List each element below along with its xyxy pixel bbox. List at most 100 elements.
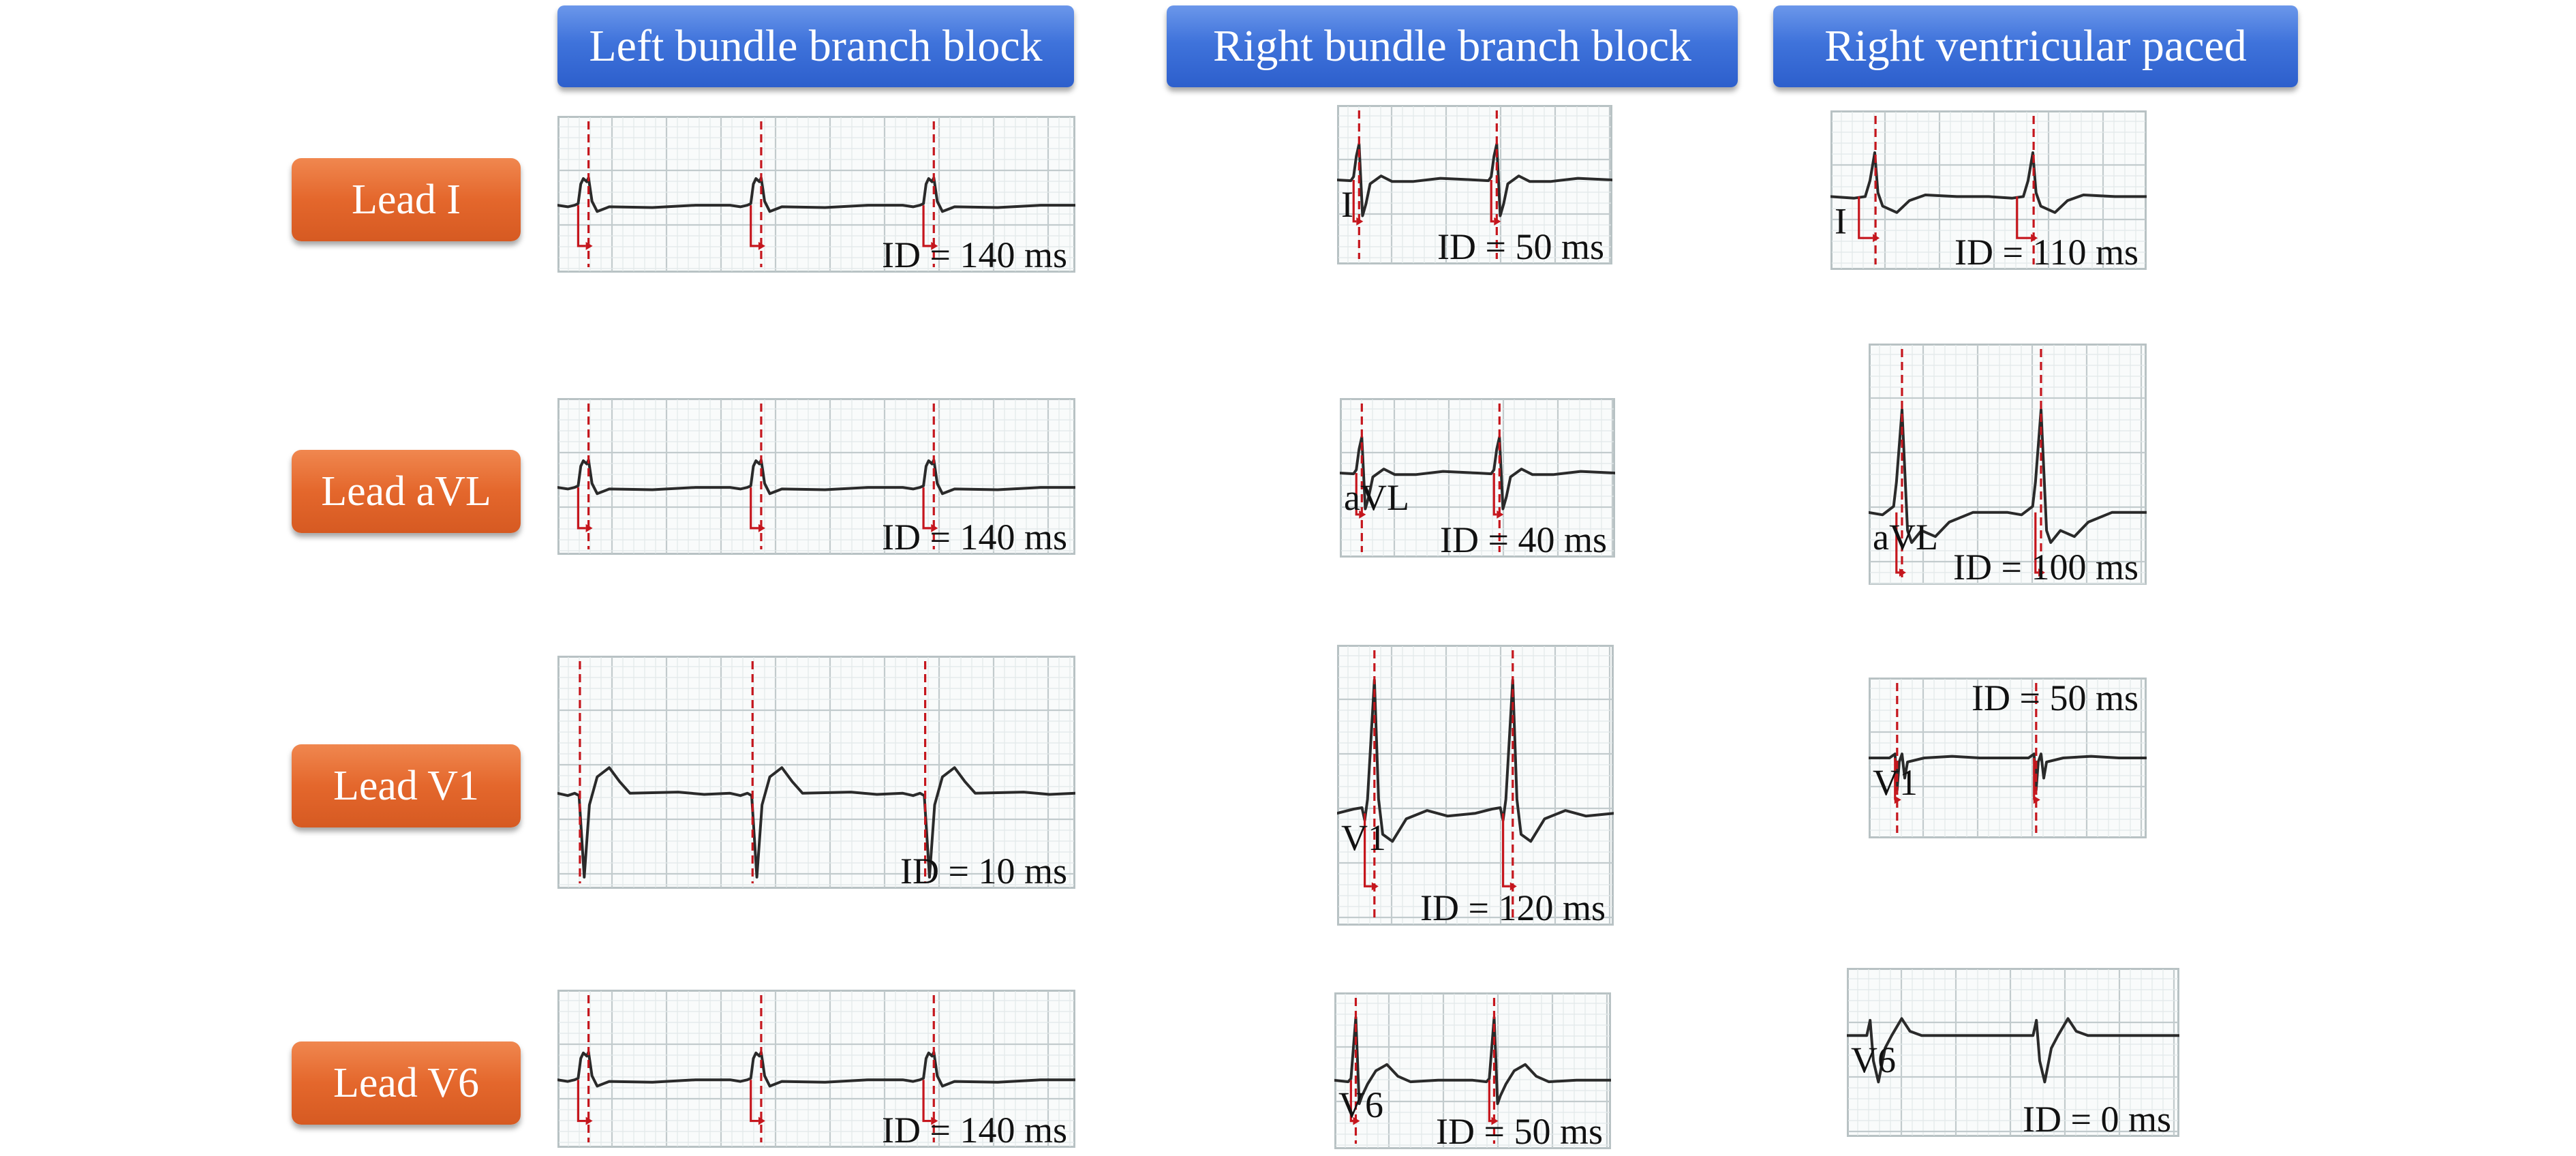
onset-bracket (1364, 813, 1372, 887)
ecg-trace (1869, 752, 2147, 792)
lead-name-label: V6 (1338, 1084, 1383, 1125)
onset-arrowhead (1497, 510, 1504, 519)
grid-background (1830, 110, 2147, 270)
onset-bracket (922, 1080, 932, 1123)
onset-arrowhead (1894, 795, 1901, 804)
ecg-strip-rbbb-lead-v6: V6 ID = 50 ms (1334, 992, 1611, 1149)
ecg-panel-rvp-lead-v1: V1 ID = 50 ms (1869, 678, 2147, 838)
onset-arrowhead (1899, 568, 1906, 577)
ecg-strip-rbbb-lead-v1: V1 ID = 120 ms (1337, 645, 1614, 926)
lead-label-v6: Lead V6 (292, 1041, 521, 1125)
grid-background (1337, 645, 1614, 926)
ecg-panel-rvp-lead-i: I ID = 110 ms (1830, 110, 2147, 270)
header-right-bundle-branch-block: Right bundle branch block (1167, 5, 1738, 87)
ecg-panel-rvp-lead-avl: aVL ID = 100 ms (1869, 344, 2147, 585)
onset-arrowhead (585, 523, 593, 532)
onset-arrowhead (2031, 234, 2038, 243)
intrinsicoid-deflection-label: ID = 10 ms (900, 851, 1067, 889)
lead-label-avl: Lead aVL (292, 450, 521, 533)
ecg-trace (1337, 678, 1614, 843)
ecg-strip-rvp-lead-i: I ID = 110 ms (1830, 110, 2147, 270)
onset-bracket (1895, 512, 1899, 574)
onset-bracket (1352, 179, 1357, 223)
ecg-trace (557, 766, 1075, 879)
intrinsicoid-deflection-label: ID = 120 ms (1420, 887, 1606, 926)
lead-label-v1: Lead V1 (292, 744, 521, 827)
header-left-bundle-branch-block: Left bundle branch block (557, 5, 1074, 87)
onset-bracket (2016, 196, 2031, 239)
ecg-panel-lbbb-lead-i: ID = 140 ms (557, 116, 1075, 273)
ecg-strip-lbbb-lead-avl: ID = 140 ms (557, 398, 1075, 555)
intrinsicoid-deflection-label: ID = 50 ms (1437, 226, 1604, 264)
onset-arrowhead (931, 1116, 938, 1125)
onset-bracket (750, 1080, 758, 1123)
onset-arrowhead (2033, 795, 2040, 804)
onset-bracket (1488, 1080, 1492, 1123)
ecg-strip-lbbb-lead-v6: ID = 140 ms (557, 990, 1075, 1148)
lead-name-label: I (1835, 200, 1847, 241)
grid-background (1869, 344, 2147, 585)
lead-name-label: V1 (1873, 762, 1918, 803)
intrinsicoid-deflection-label: ID = 100 ms (1953, 547, 2138, 585)
ecg-panel-rvp-lead-v6: V6 ID = 0 ms (1847, 968, 2179, 1137)
intrinsicoid-deflection-label: ID = 140 ms (882, 234, 1067, 273)
onset-bracket (1502, 813, 1510, 887)
onset-arrowhead (758, 523, 765, 532)
intrinsicoid-deflection-label: ID = 0 ms (2023, 1099, 2171, 1137)
grid-background (1847, 968, 2179, 1137)
intrinsicoid-deflection-label: ID = 140 ms (882, 517, 1067, 555)
lead-name-label: I (1341, 184, 1353, 225)
onset-bracket (922, 205, 932, 247)
onset-arrowhead (585, 241, 593, 250)
intrinsicoid-deflection-label: ID = 40 ms (1440, 519, 1607, 558)
onset-bracket (577, 487, 586, 530)
onset-bracket (1349, 1080, 1353, 1123)
onset-arrowhead (758, 241, 765, 250)
onset-arrowhead (1356, 217, 1364, 226)
lead-label-i: Lead I (292, 158, 521, 241)
lead-name-label: aVL (1873, 517, 1938, 558)
header-right-ventricular-paced: Right ventricular paced (1773, 5, 2298, 87)
onset-arrowhead (2038, 568, 2045, 577)
onset-arrowhead (1371, 882, 1379, 891)
onset-arrowhead (931, 523, 938, 532)
onset-arrowhead (1494, 217, 1501, 226)
intrinsicoid-deflection-label: ID = 110 ms (1954, 232, 2138, 270)
ecg-panel-lbbb-lead-avl: ID = 140 ms (557, 398, 1075, 555)
onset-arrowhead (931, 241, 938, 250)
onset-bracket (1492, 472, 1497, 516)
onset-bracket (750, 205, 758, 247)
onset-arrowhead (1509, 882, 1517, 891)
onset-bracket (1355, 472, 1360, 516)
onset-bracket (2034, 512, 2038, 574)
onset-arrowhead (758, 1116, 765, 1125)
ecg-strip-rbbb-lead-avl: aVL ID = 40 ms (1340, 398, 1615, 558)
onset-bracket (577, 205, 586, 247)
ecg-strip-lbbb-lead-v1: ID = 10 ms (557, 656, 1075, 889)
onset-bracket (1490, 179, 1494, 223)
ecg-panel-rbbb-lead-v1: V1 ID = 120 ms (1337, 645, 1614, 926)
ecg-trace (1847, 1017, 2179, 1084)
intrinsicoid-deflection-label: ID = 140 ms (882, 1110, 1067, 1148)
onset-bracket (922, 487, 932, 530)
onset-arrowhead (1873, 234, 1880, 243)
grid-background (1334, 992, 1611, 1149)
ecg-panel-lbbb-lead-v1: ID = 10 ms (557, 656, 1075, 889)
ecg-strip-rvp-lead-v6: V6 ID = 0 ms (1847, 968, 2179, 1137)
onset-arrowhead (1353, 1116, 1360, 1125)
ecg-strip-rvp-lead-avl: aVL ID = 100 ms (1869, 344, 2147, 585)
ecg-trace (1830, 151, 2147, 214)
ecg-panel-rbbb-lead-v6: V6 ID = 50 ms (1334, 992, 1611, 1149)
lead-name-label: aVL (1344, 477, 1409, 518)
lead-name-label: V1 (1341, 817, 1386, 858)
ecg-trace (1869, 408, 2147, 544)
onset-arrowhead (1491, 1116, 1499, 1125)
ecg-strip-rvp-lead-v1: V1 ID = 50 ms (1869, 678, 2147, 838)
ecg-trace (1334, 1016, 1611, 1106)
intrinsicoid-deflection-label: ID = 50 ms (1972, 678, 2138, 718)
lead-name-label: V6 (1851, 1039, 1896, 1080)
onset-bracket (577, 1080, 586, 1123)
onset-arrowhead (1359, 510, 1366, 519)
onset-bracket (1858, 196, 1873, 239)
ecg-strip-lbbb-lead-i: ID = 140 ms (557, 116, 1075, 273)
